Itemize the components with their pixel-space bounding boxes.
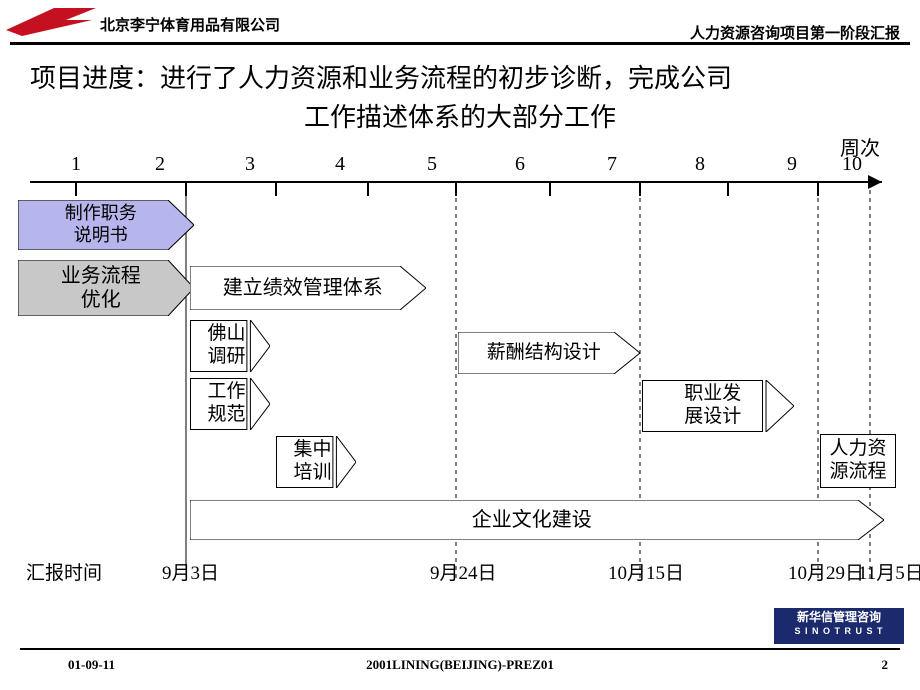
footer-rule [20, 648, 900, 650]
task-foshan: 佛山 调研 [190, 320, 270, 372]
milestone-date: 10月29日 [788, 558, 864, 585]
milestone-date: 9月24日 [430, 558, 497, 585]
report-time-label: 汇报时间 [26, 558, 102, 585]
task-job-spec: 工作 规范 [190, 378, 270, 430]
footer-center: 2001LINING(BEIJING)-PREZ01 [0, 657, 920, 673]
task-perf-system: 建立绩效管理体系 [190, 266, 426, 310]
slide: 北京李宁体育用品有限公司 人力资源咨询项目第一阶段汇报 项目进度：进行了人力资源… [0, 0, 920, 690]
milestone-date: 11月5日 [858, 558, 920, 585]
sinotrust-logo: 新华信管理咨询 S I N O T R U S T [774, 608, 904, 644]
task-hr-process: 人力资 源流程 [820, 434, 896, 488]
footer-page: 2 [882, 657, 889, 673]
task-career: 职业发 展设计 [642, 380, 794, 432]
tasks-layer: 制作职务 说明书业务流程 优化建立绩效管理体系佛山 调研工作 规范集中 培训 薪酬… [0, 0, 920, 600]
task-process-opt: 业务流程 优化 [18, 260, 194, 316]
milestone-date: 9月3日 [162, 558, 219, 585]
task-job-desc: 制作职务 说明书 [18, 200, 194, 250]
milestone-date: 10月15日 [608, 558, 684, 585]
task-training: 集中 培训 [276, 436, 356, 488]
task-culture: 企业文化建设 [190, 500, 884, 540]
sinotrust-line2: S I N O T R U S T [774, 626, 904, 638]
sinotrust-line1: 新华信管理咨询 [774, 610, 904, 626]
task-salary: 薪酬结构设计 [458, 332, 640, 374]
